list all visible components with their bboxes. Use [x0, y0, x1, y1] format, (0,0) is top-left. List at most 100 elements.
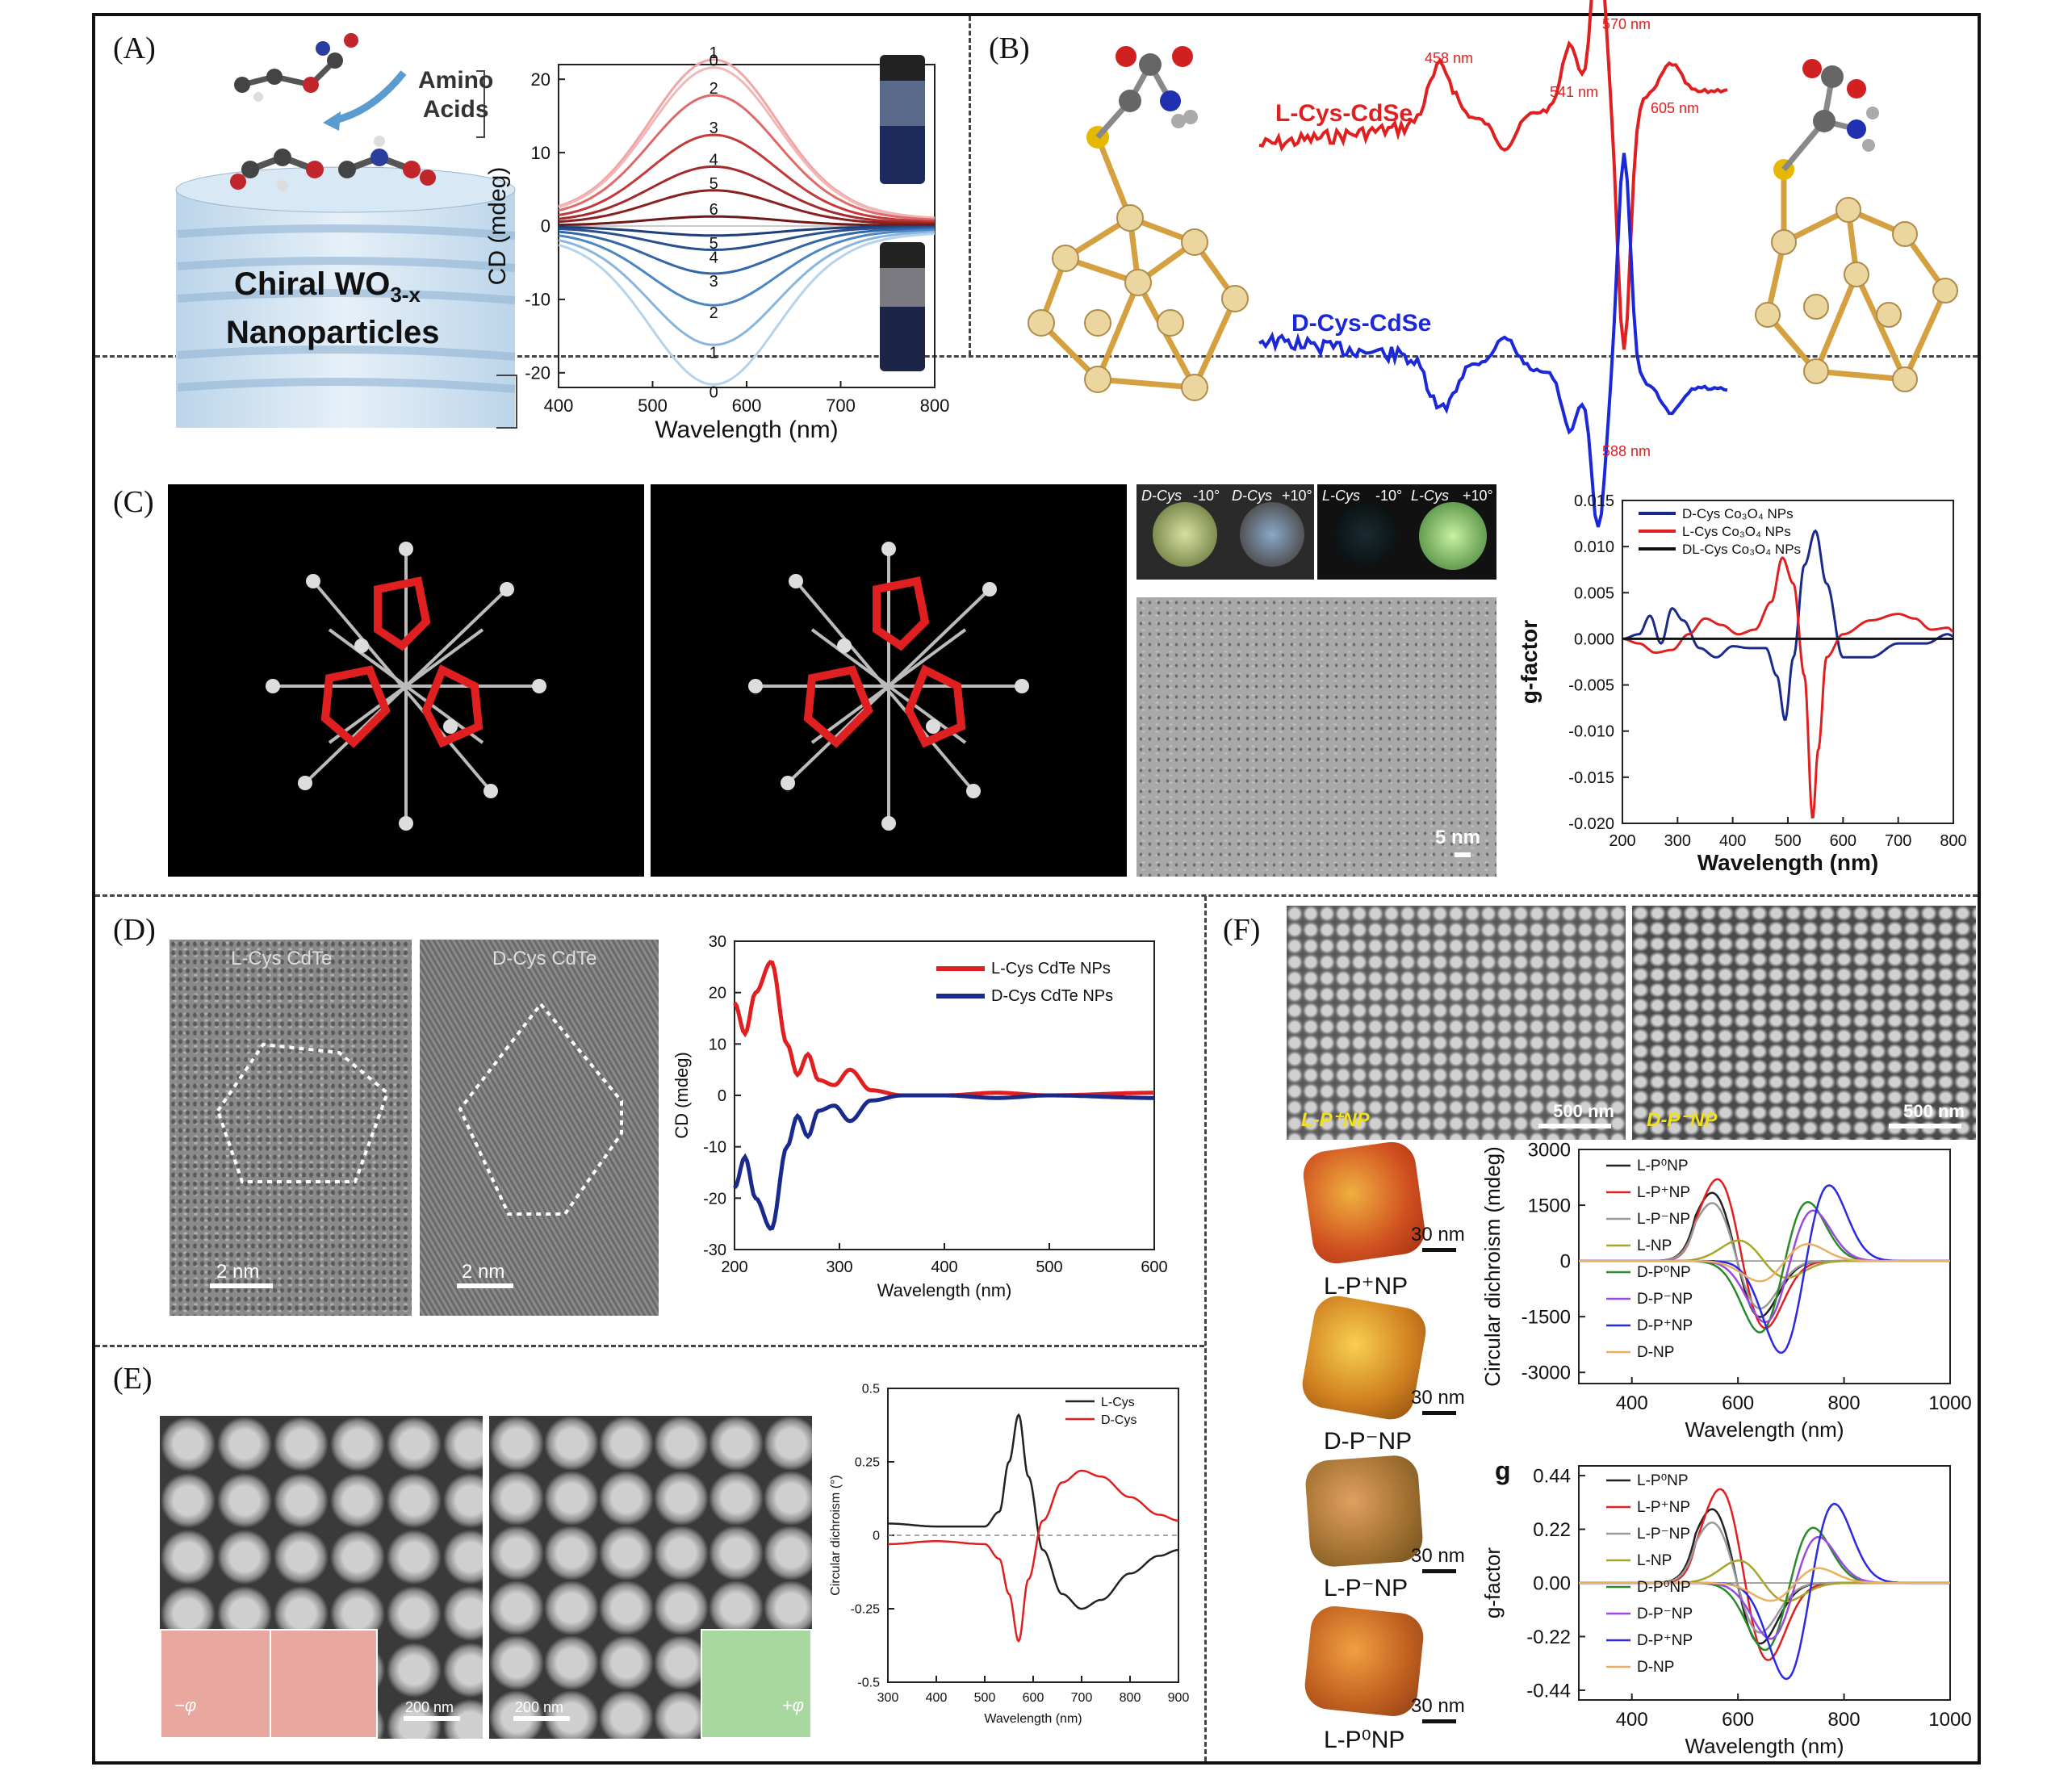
tem-image-d-cys-cdte: D-Cys CdTe 2 nm [420, 940, 659, 1316]
d-cys-cdse-label: D-Cys-CdSe [1291, 310, 1431, 337]
y-tick-label: -30 [703, 1241, 726, 1259]
x-tick-label: 800 [920, 396, 950, 416]
curve-number-label: 1 [710, 44, 718, 62]
amino-acids-label: Amino Acids [418, 66, 493, 124]
series-line-4 [558, 165, 936, 224]
y-tick-label: 10 [531, 143, 550, 163]
series-line-1 [558, 66, 936, 220]
x-tick-label: 800 [1940, 832, 1966, 850]
scalebar-f-right [1889, 1124, 1961, 1128]
y-tick-label: 0.005 [1574, 584, 1614, 602]
x-axis-label: Wavelength (nm) [1685, 1417, 1844, 1442]
legend-label: DL-Cys Co₃O₄ NPs [1682, 542, 1801, 557]
inset-minus-phi-2 [270, 1629, 378, 1739]
series-line-12 [558, 232, 936, 386]
series-line-3 [1579, 1239, 1950, 1279]
cluster-left-svg [266, 542, 546, 831]
cpl-glow-2 [1240, 502, 1304, 567]
series-line-2 [1579, 1202, 1950, 1310]
x-axis-label: Wavelength (nm) [877, 1280, 1012, 1300]
y-tick-label: 30 [709, 933, 726, 951]
y-axis-label: g-factor [1517, 620, 1542, 704]
legend-label: D-P⁰NP [1637, 1264, 1691, 1281]
sem-image-f-right: D-P⁻NP 500 nm [1632, 906, 1976, 1140]
particle-d-p-minus [1298, 1292, 1430, 1424]
legend-label: D-P⁺NP [1637, 1317, 1693, 1334]
tem-image-c: 5 nm [1136, 597, 1496, 877]
series-line-9 [558, 227, 936, 275]
x-tick-label: 900 [1168, 1691, 1190, 1705]
y-tick-label: 0.22 [1533, 1519, 1571, 1541]
panel-g-letter: g [1495, 1456, 1511, 1485]
inset-minus-phi [160, 1629, 271, 1739]
x-tick-label: 500 [638, 396, 668, 416]
divider-d-f [1204, 896, 1207, 1761]
panel-e-cd-chart: 300 400 500 600 700 800 900 0.5 0.25 0 -0.25 -0.5 Wa… [829, 1383, 1190, 1726]
x-tick-label: 400 [544, 396, 574, 416]
series-line-0 [1622, 529, 1954, 722]
inset-3-name: L-Cys [1322, 488, 1361, 504]
legend-label: D-Cys [1101, 1413, 1136, 1427]
divider-d-e [95, 1345, 1204, 1347]
d-cdte-outline [458, 1001, 623, 1216]
y-tick-label: 0.000 [1574, 630, 1614, 648]
plus-phi-label: +φ [781, 1695, 804, 1715]
x-tick-label: 600 [1722, 1392, 1754, 1414]
y-axis-label: Circular dichroism (mdeg) [1480, 1146, 1505, 1387]
curve-number-label: 2 [710, 80, 718, 98]
scalebar-e-left [404, 1716, 460, 1721]
x-tick-label: 400 [1616, 1392, 1648, 1414]
d-cdte-label: D-Cys CdTe [492, 948, 597, 969]
particle-scale-1 [1422, 1248, 1456, 1252]
series-line-0 [732, 960, 1154, 1098]
x-tick-label: 300 [826, 1258, 852, 1276]
x-tick-label: 800 [1828, 1392, 1861, 1414]
divider-a-b [969, 16, 971, 355]
particle-scale-4 [1422, 1719, 1456, 1723]
x-tick-label: 500 [1036, 1258, 1062, 1276]
y-tick-label: 0.010 [1574, 538, 1614, 556]
curve-number-label: 3 [710, 273, 718, 291]
sem-image-e-left: −φ 200 nm [160, 1416, 483, 1739]
series-line-5 [558, 189, 936, 226]
y-tick-label: 0.44 [1533, 1465, 1571, 1487]
particle-l-p-plus [1300, 1138, 1429, 1267]
x-tick-label: 300 [1664, 832, 1691, 850]
series-line-5 [1579, 1209, 1950, 1324]
legend-label: D-P⁻NP [1637, 1606, 1693, 1622]
y-axis-label: Circular dichroism (°) [829, 1475, 843, 1596]
tem-image-l-cys-cdte: L-Cys CdTe 2 nm [170, 940, 412, 1316]
y-tick-label: 10 [709, 1036, 726, 1053]
legend-label: L-NP [1637, 1237, 1672, 1254]
particle-label-2: D-P⁻NP [1324, 1428, 1413, 1455]
series-line-5 [1579, 1535, 1950, 1640]
y-tick-label: -0.005 [1568, 677, 1614, 695]
y-tick-label: -0.015 [1568, 769, 1614, 787]
peak-label: 458 nm [1425, 50, 1473, 66]
series-line-8 [558, 225, 936, 252]
series-line-2 [558, 94, 936, 221]
x-tick-label: 600 [1141, 1258, 1167, 1276]
y-tick-label: -0.25 [851, 1603, 881, 1617]
legend-label: D-P⁺NP [1637, 1632, 1693, 1649]
inset-2-name: D-Cys [1232, 488, 1272, 504]
series-line-10 [558, 228, 936, 307]
divider-row2 [95, 894, 1978, 897]
curve-number-label: 5 [710, 235, 718, 253]
scalebar-f-left [1538, 1124, 1611, 1128]
y-tick-label: 0 [718, 1087, 726, 1105]
peak-label: 570 nm [1602, 16, 1651, 32]
scalebar-e-right [513, 1716, 570, 1721]
x-tick-label: 200 [1609, 832, 1635, 850]
legend-label: D-NP [1637, 1659, 1674, 1676]
l-cdte-outline [216, 1042, 390, 1183]
chiral-wo3-title: Chiral WO3-x [234, 266, 421, 308]
scalebar-c-label: 5 nm [1434, 827, 1480, 848]
particle-label-3: L-P⁻NP [1324, 1575, 1409, 1601]
particle-l-p-minus [1304, 1454, 1425, 1568]
x-axis-label: Wavelength (nm) [984, 1712, 1082, 1726]
series-line-0 [888, 1413, 1178, 1610]
x-tick-label: 800 [1120, 1691, 1141, 1705]
scalebar-d-right-label: 2 nm [462, 1261, 505, 1283]
